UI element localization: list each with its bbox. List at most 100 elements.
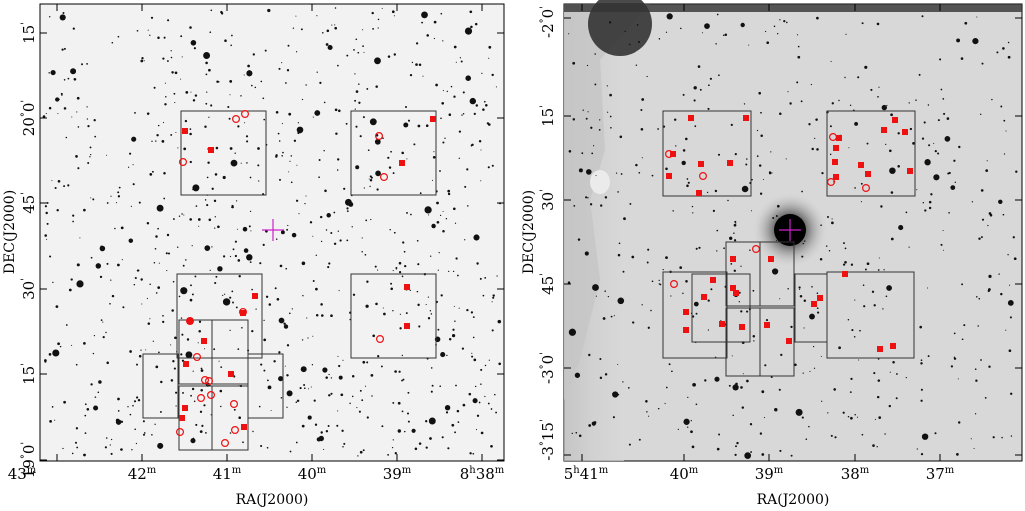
star xyxy=(197,342,199,344)
star xyxy=(333,242,337,246)
open-circle-marker xyxy=(751,245,760,254)
star xyxy=(365,219,368,222)
open-circle-marker xyxy=(197,394,206,403)
star xyxy=(961,338,964,341)
star xyxy=(407,420,410,423)
star xyxy=(458,157,460,159)
star xyxy=(289,160,291,162)
star xyxy=(844,76,846,79)
star xyxy=(63,47,66,50)
star xyxy=(637,40,641,44)
star xyxy=(309,221,313,224)
star xyxy=(307,337,309,339)
star xyxy=(201,424,204,427)
star xyxy=(375,170,381,177)
star xyxy=(86,118,89,120)
star xyxy=(453,305,455,307)
star xyxy=(175,131,177,134)
field-box xyxy=(826,271,915,359)
star xyxy=(578,434,582,438)
star xyxy=(724,33,728,36)
star xyxy=(811,147,814,151)
star xyxy=(308,388,310,390)
star xyxy=(286,374,289,377)
star xyxy=(102,335,105,339)
star xyxy=(71,116,73,118)
star xyxy=(217,266,223,272)
star xyxy=(409,289,411,292)
star xyxy=(363,187,365,189)
star xyxy=(453,95,456,98)
star xyxy=(157,286,161,289)
star xyxy=(889,371,891,373)
star xyxy=(740,22,745,28)
star xyxy=(658,283,660,285)
star xyxy=(94,396,97,398)
star xyxy=(90,197,92,199)
star xyxy=(209,269,211,271)
star xyxy=(167,19,170,22)
star xyxy=(208,218,212,222)
star xyxy=(920,452,924,456)
star xyxy=(288,312,291,315)
star xyxy=(440,12,443,15)
star xyxy=(252,53,255,56)
star xyxy=(481,72,483,75)
star xyxy=(401,410,404,413)
open-circle-marker xyxy=(239,308,248,317)
star xyxy=(195,423,198,426)
star xyxy=(355,165,360,170)
star xyxy=(872,444,875,447)
field-box xyxy=(180,110,267,196)
star xyxy=(973,447,975,450)
star xyxy=(680,27,682,30)
left-panel: 43m 42m 41m 40m 39m 8h38m 19°0' 15' 30' 45' 20°0'… xyxy=(2,3,505,508)
star xyxy=(275,155,278,158)
star xyxy=(97,391,100,394)
star xyxy=(928,200,932,204)
x-tick-label: 41m xyxy=(213,465,242,483)
star xyxy=(192,99,196,102)
star xyxy=(585,117,588,120)
star xyxy=(295,51,298,53)
star xyxy=(240,162,242,164)
star xyxy=(358,410,361,413)
star xyxy=(1007,254,1009,256)
star xyxy=(425,124,429,127)
star xyxy=(83,208,86,212)
star xyxy=(146,112,150,115)
star xyxy=(190,91,192,93)
filled-square-marker xyxy=(881,127,887,133)
star xyxy=(778,236,781,238)
star xyxy=(280,230,285,235)
star xyxy=(998,199,1003,205)
star xyxy=(275,238,278,240)
star xyxy=(204,199,207,201)
star xyxy=(162,57,165,60)
star xyxy=(393,231,396,234)
star xyxy=(162,314,164,317)
star xyxy=(229,296,232,299)
x-tick-label: 39m xyxy=(383,465,412,483)
star xyxy=(746,158,748,160)
star xyxy=(490,408,493,410)
star xyxy=(237,259,241,262)
star xyxy=(193,400,196,403)
star xyxy=(448,113,452,116)
x-tick-label: 40m xyxy=(298,465,327,483)
star xyxy=(326,29,330,33)
star xyxy=(403,122,409,128)
star xyxy=(62,12,65,14)
star xyxy=(237,125,240,128)
star xyxy=(727,199,729,202)
star xyxy=(472,452,475,455)
star xyxy=(375,85,378,88)
star xyxy=(181,56,183,58)
star xyxy=(183,147,187,151)
star xyxy=(117,195,121,198)
star xyxy=(189,218,192,221)
field-box xyxy=(662,110,752,197)
star xyxy=(143,432,146,434)
star xyxy=(946,117,950,120)
star xyxy=(820,355,822,357)
